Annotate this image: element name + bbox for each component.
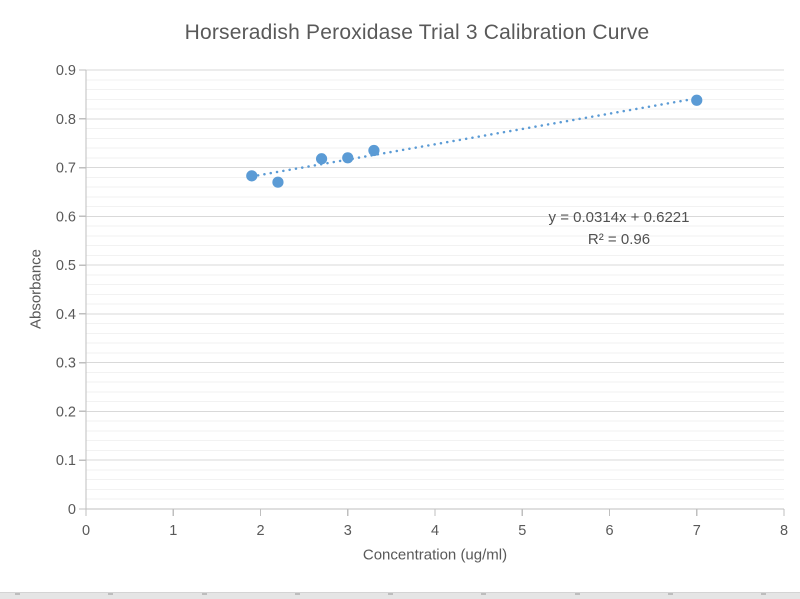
worksheet-column-separator [481,593,487,595]
worksheet-column-separator [201,593,207,595]
worksheet-column-separator [108,593,114,595]
worksheet-column-separator [761,593,766,595]
data-point [246,170,258,182]
x-tick-label: 5 [518,523,526,539]
y-tick-label: 0.6 [56,209,76,225]
x-tick-label: 6 [605,523,613,539]
trendline [250,97,698,178]
worksheet-column-separator [15,593,20,595]
y-tick-label: 0 [68,502,76,518]
worksheet-column-separator [574,593,580,595]
x-tick-label: 0 [82,523,90,539]
chart-title: Horseradish Peroxidase Trial 3 Calibrati… [184,21,650,44]
y-tick-label: 0.1 [56,453,76,469]
data-point [315,153,328,165]
y-tick-label: 0.4 [56,307,76,323]
trendline-equation: y = 0.0314x + 0.6221 [548,209,690,226]
trendline-r-squared: R² = 0.96 [587,231,651,248]
y-tick-label: 0.7 [56,161,76,177]
x-axis-title: Concentration (ug/ml) [362,546,508,564]
data-point [342,152,354,164]
worksheet-column-separator [294,593,300,595]
x-tick-label: 3 [344,523,352,539]
x-tick-label: 7 [693,523,701,539]
y-tick-label: 0.5 [56,258,76,274]
y-tick-label: 0.2 [56,404,76,420]
x-tick-label: 2 [256,523,264,539]
y-tick-label: 0.3 [56,356,76,372]
worksheet-column-separator [667,593,673,595]
data-point [691,94,703,106]
trendline-label: y = 0.0314x + 0.6221 R² = 0.96 [549,207,690,251]
y-tick-label: 0.9 [56,63,76,79]
worksheet-edge [0,592,800,599]
data-point [272,176,284,188]
x-tick-label: 4 [431,523,439,539]
x-tick-label: 1 [169,523,177,539]
y-tick-label: 0.8 [56,112,76,128]
worksheet-column-separator [388,593,393,595]
data-point [368,144,380,157]
x-tick-label: 8 [780,523,788,539]
